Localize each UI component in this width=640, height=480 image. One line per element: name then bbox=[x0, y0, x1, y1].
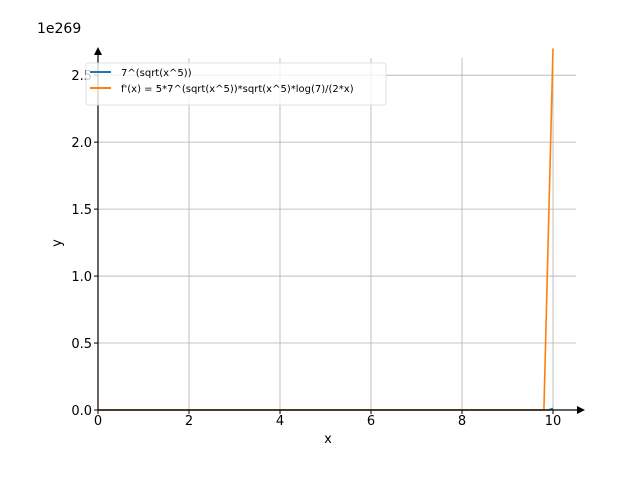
y-tick-label: 1.5 bbox=[71, 203, 92, 218]
axes bbox=[94, 47, 585, 414]
x-axis-label: x bbox=[324, 432, 332, 447]
y-axis-label: y bbox=[50, 239, 65, 247]
x-tick-label: 10 bbox=[545, 414, 562, 429]
y-tick-label: 0.0 bbox=[71, 404, 92, 419]
x-tick-label: 2 bbox=[185, 414, 193, 429]
legend-label: 7^(sqrt(x^5)) bbox=[121, 68, 192, 79]
legend: 7^(sqrt(x^5)) f'(x) = 5*7^(sqrt(x^5))*sqr… bbox=[85, 62, 387, 106]
y-tick-label: 1.0 bbox=[71, 270, 92, 285]
x-tick-label: 6 bbox=[367, 414, 375, 429]
x-tick-label: 8 bbox=[458, 414, 466, 429]
offset-text: 1e269 bbox=[37, 21, 81, 37]
y-tick-label: 0.5 bbox=[71, 337, 92, 352]
ticks: 0 2 4 6 8 100.00.51.01.52.02.5 bbox=[71, 69, 561, 429]
y-tick-label: 2.0 bbox=[71, 136, 92, 151]
grid bbox=[98, 58, 576, 410]
legend-label: f'(x) = 5*7^(sqrt(x^5))*sqrt(x^5)*log(7)… bbox=[121, 84, 354, 95]
x-axis-arrow bbox=[577, 406, 585, 414]
legend-frame bbox=[85, 62, 387, 106]
y-axis-arrow bbox=[94, 47, 102, 55]
x-tick-label: 4 bbox=[276, 414, 284, 429]
x-tick-label: 0 bbox=[94, 414, 102, 429]
